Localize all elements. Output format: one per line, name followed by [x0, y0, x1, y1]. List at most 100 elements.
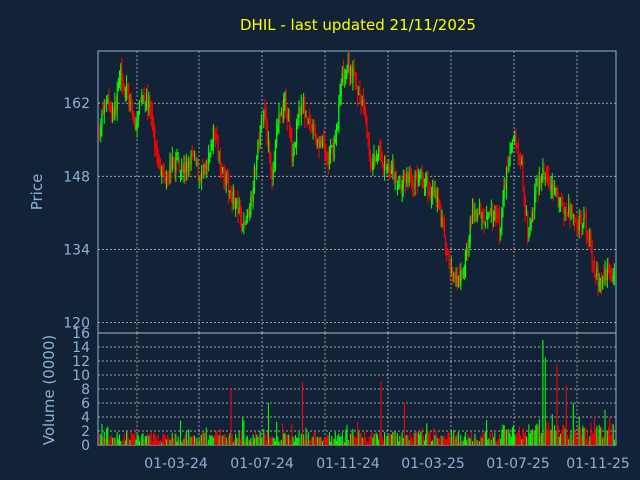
price-candle-body-down — [546, 174, 549, 179]
price-candle-body-up — [292, 151, 294, 163]
price-candle-body-up — [161, 166, 163, 177]
price-candle-body-up — [243, 222, 245, 224]
price-candle-body-down — [586, 233, 589, 237]
price-candle-body-down — [313, 125, 315, 132]
price-candle-body-up — [100, 127, 102, 137]
volume-tick-label: 10 — [72, 368, 90, 384]
price-candle-body-up — [501, 208, 503, 230]
price-candle-body-down — [470, 219, 472, 223]
price-candle-body-up — [598, 281, 600, 288]
price-candle-body-down — [367, 139, 369, 141]
price-candle-body-down — [158, 165, 160, 170]
price-candle-body-up — [376, 156, 379, 158]
price-candle-body-up — [558, 199, 560, 207]
price-candle-body-down — [244, 220, 246, 224]
price-candle-body-down — [389, 174, 392, 176]
price-candle-body-up — [256, 156, 258, 170]
price-candle-body-down — [178, 160, 180, 170]
price-candle-body-down — [134, 121, 136, 126]
price-candle-body-up — [249, 213, 251, 215]
price-candle-body-up — [484, 222, 487, 226]
price-candle-body-up — [193, 154, 196, 156]
price-candle-body-up — [120, 67, 122, 81]
price-candle-body-up — [246, 209, 248, 219]
price-candle-body-down — [240, 214, 243, 226]
price-candle-body-up — [602, 276, 604, 290]
price-candle-body-down — [365, 117, 367, 121]
price-candle-body-down — [504, 182, 506, 189]
price-candle-body-down — [480, 204, 482, 218]
price-candle-body-down — [400, 182, 402, 189]
price-candle-body-up — [273, 161, 275, 168]
price-candle-body-up — [386, 167, 388, 171]
price-candle-body-down — [610, 270, 612, 282]
price-candle-body-down — [566, 212, 569, 214]
price-candle-body-down — [437, 198, 440, 202]
price-candle-body-down — [155, 145, 157, 147]
price-candle-body-up — [538, 177, 540, 192]
price-candle-body-down — [216, 134, 218, 139]
price-candle-body-down — [156, 144, 158, 161]
price-candle-body-up — [485, 216, 488, 220]
price-candle-body-down — [473, 206, 475, 219]
price-candle-body-up — [425, 178, 427, 188]
price-candle-body-up — [510, 143, 512, 154]
price-candle-body-down — [491, 209, 494, 222]
price-candle-body-down — [482, 216, 484, 221]
price-candle-body-up — [345, 69, 347, 80]
price-candle-body-down — [149, 100, 151, 113]
price-candle-body-down — [433, 189, 435, 193]
price-candle-body-down — [168, 175, 170, 177]
price-candle-body-down — [549, 185, 551, 189]
price-candle-body-down — [571, 205, 573, 216]
price-candle-body-down — [332, 147, 334, 156]
volume-tick-label: 6 — [81, 396, 90, 412]
price-tick-label: 134 — [63, 242, 90, 258]
price-candle-body-down — [552, 182, 555, 195]
price-candle-body-up — [490, 208, 492, 216]
price-candle-body-up — [276, 129, 278, 146]
price-candle-body-down — [597, 266, 599, 285]
price-candle-body-up — [225, 174, 227, 186]
price-candle-body-down — [459, 275, 461, 286]
price-candle-body-up — [529, 227, 531, 235]
price-candle-body-down — [489, 210, 491, 214]
price-candle-body-up — [434, 189, 436, 195]
price-candle-body-up — [378, 146, 380, 159]
price-candle-body-down — [527, 210, 529, 236]
price-candle-body-down — [427, 178, 429, 192]
price-candle-body-down — [573, 214, 576, 221]
price-candle-body-up — [259, 125, 261, 146]
price-candle-body-up — [402, 176, 404, 188]
price-candle-body-down — [575, 221, 577, 223]
price-candle-body-down — [192, 153, 195, 155]
volume-tick-label: 12 — [72, 354, 90, 370]
price-candle-body-up — [116, 92, 118, 111]
price-candle-body-up — [210, 150, 212, 152]
price-candle-body-up — [238, 208, 240, 212]
price-candle-body-up — [250, 196, 252, 215]
date-tick-label: 01-07-25 — [486, 456, 550, 472]
price-candle-body-up — [260, 118, 263, 123]
price-candle-body-down — [442, 217, 444, 224]
price-candle-body-down — [247, 212, 250, 218]
price-candle-body-down — [130, 99, 132, 104]
price-candle-body-down — [123, 84, 125, 89]
price-candle-body-down — [382, 165, 384, 169]
price-candle-body-up — [455, 276, 457, 279]
price-candle-body-down — [251, 197, 253, 200]
price-candle-body-up — [394, 174, 396, 180]
price-candle-body-down — [467, 249, 469, 252]
volume-tick-label: 2 — [81, 424, 90, 440]
price-candle-body-up — [568, 205, 570, 214]
price-candle-body-up — [383, 157, 386, 170]
price-candle-body-down — [206, 165, 209, 168]
price-candle-body-up — [606, 263, 608, 280]
price-candle-body-down — [407, 173, 409, 182]
price-candle-body-up — [406, 174, 408, 183]
price-candle-body-up — [436, 196, 438, 203]
price-candle-body-up — [414, 174, 416, 188]
price-candle-body-up — [339, 94, 341, 105]
